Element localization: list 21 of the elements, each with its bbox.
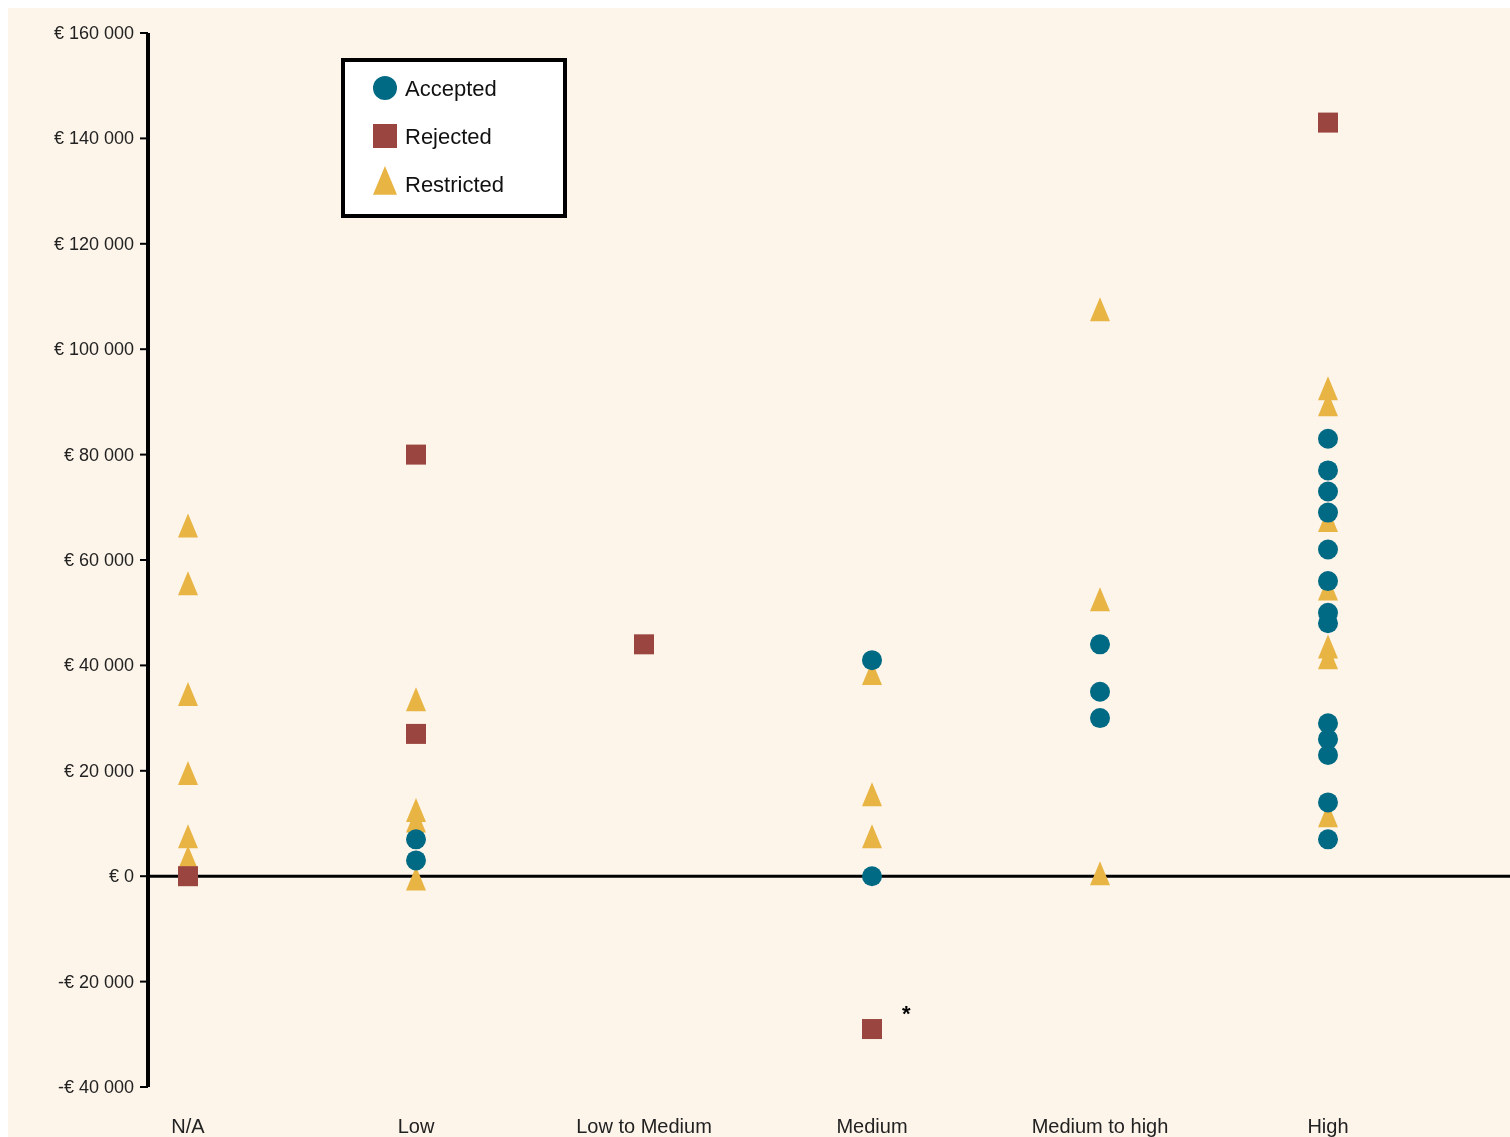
y-tick-label: € 60 000	[63, 550, 134, 570]
y-tick-label: € 20 000	[63, 760, 134, 781]
legend-label: Accepted	[405, 75, 497, 101]
x-tick-label: Low	[397, 1115, 435, 1137]
y-tick-label: € 80 000	[63, 444, 134, 465]
x-tick-label: Medium to high	[1031, 1115, 1169, 1137]
y-tick-label: -€ 40 000	[57, 1077, 134, 1097]
legend-label: Rejected	[405, 123, 492, 149]
x-tick-label: N/A	[171, 1115, 206, 1137]
legend-label: Restricted	[405, 171, 505, 197]
y-tick-label: -€ 20 000	[57, 971, 134, 992]
y-tick-label: € 160 000	[53, 23, 134, 43]
x-tick-label: Medium	[836, 1115, 908, 1137]
x-tick-label: Low to Medium	[576, 1115, 712, 1137]
annotation: *	[902, 1001, 911, 1027]
y-tick-label: € 40 000	[63, 655, 134, 676]
y-tick-label: € 100 000	[53, 339, 134, 360]
y-tick-label: € 120 000	[53, 233, 134, 254]
x-tick-label: High	[1307, 1115, 1349, 1137]
y-tick-label: € 140 000	[53, 128, 134, 149]
y-tick-label: € 0	[108, 866, 134, 887]
